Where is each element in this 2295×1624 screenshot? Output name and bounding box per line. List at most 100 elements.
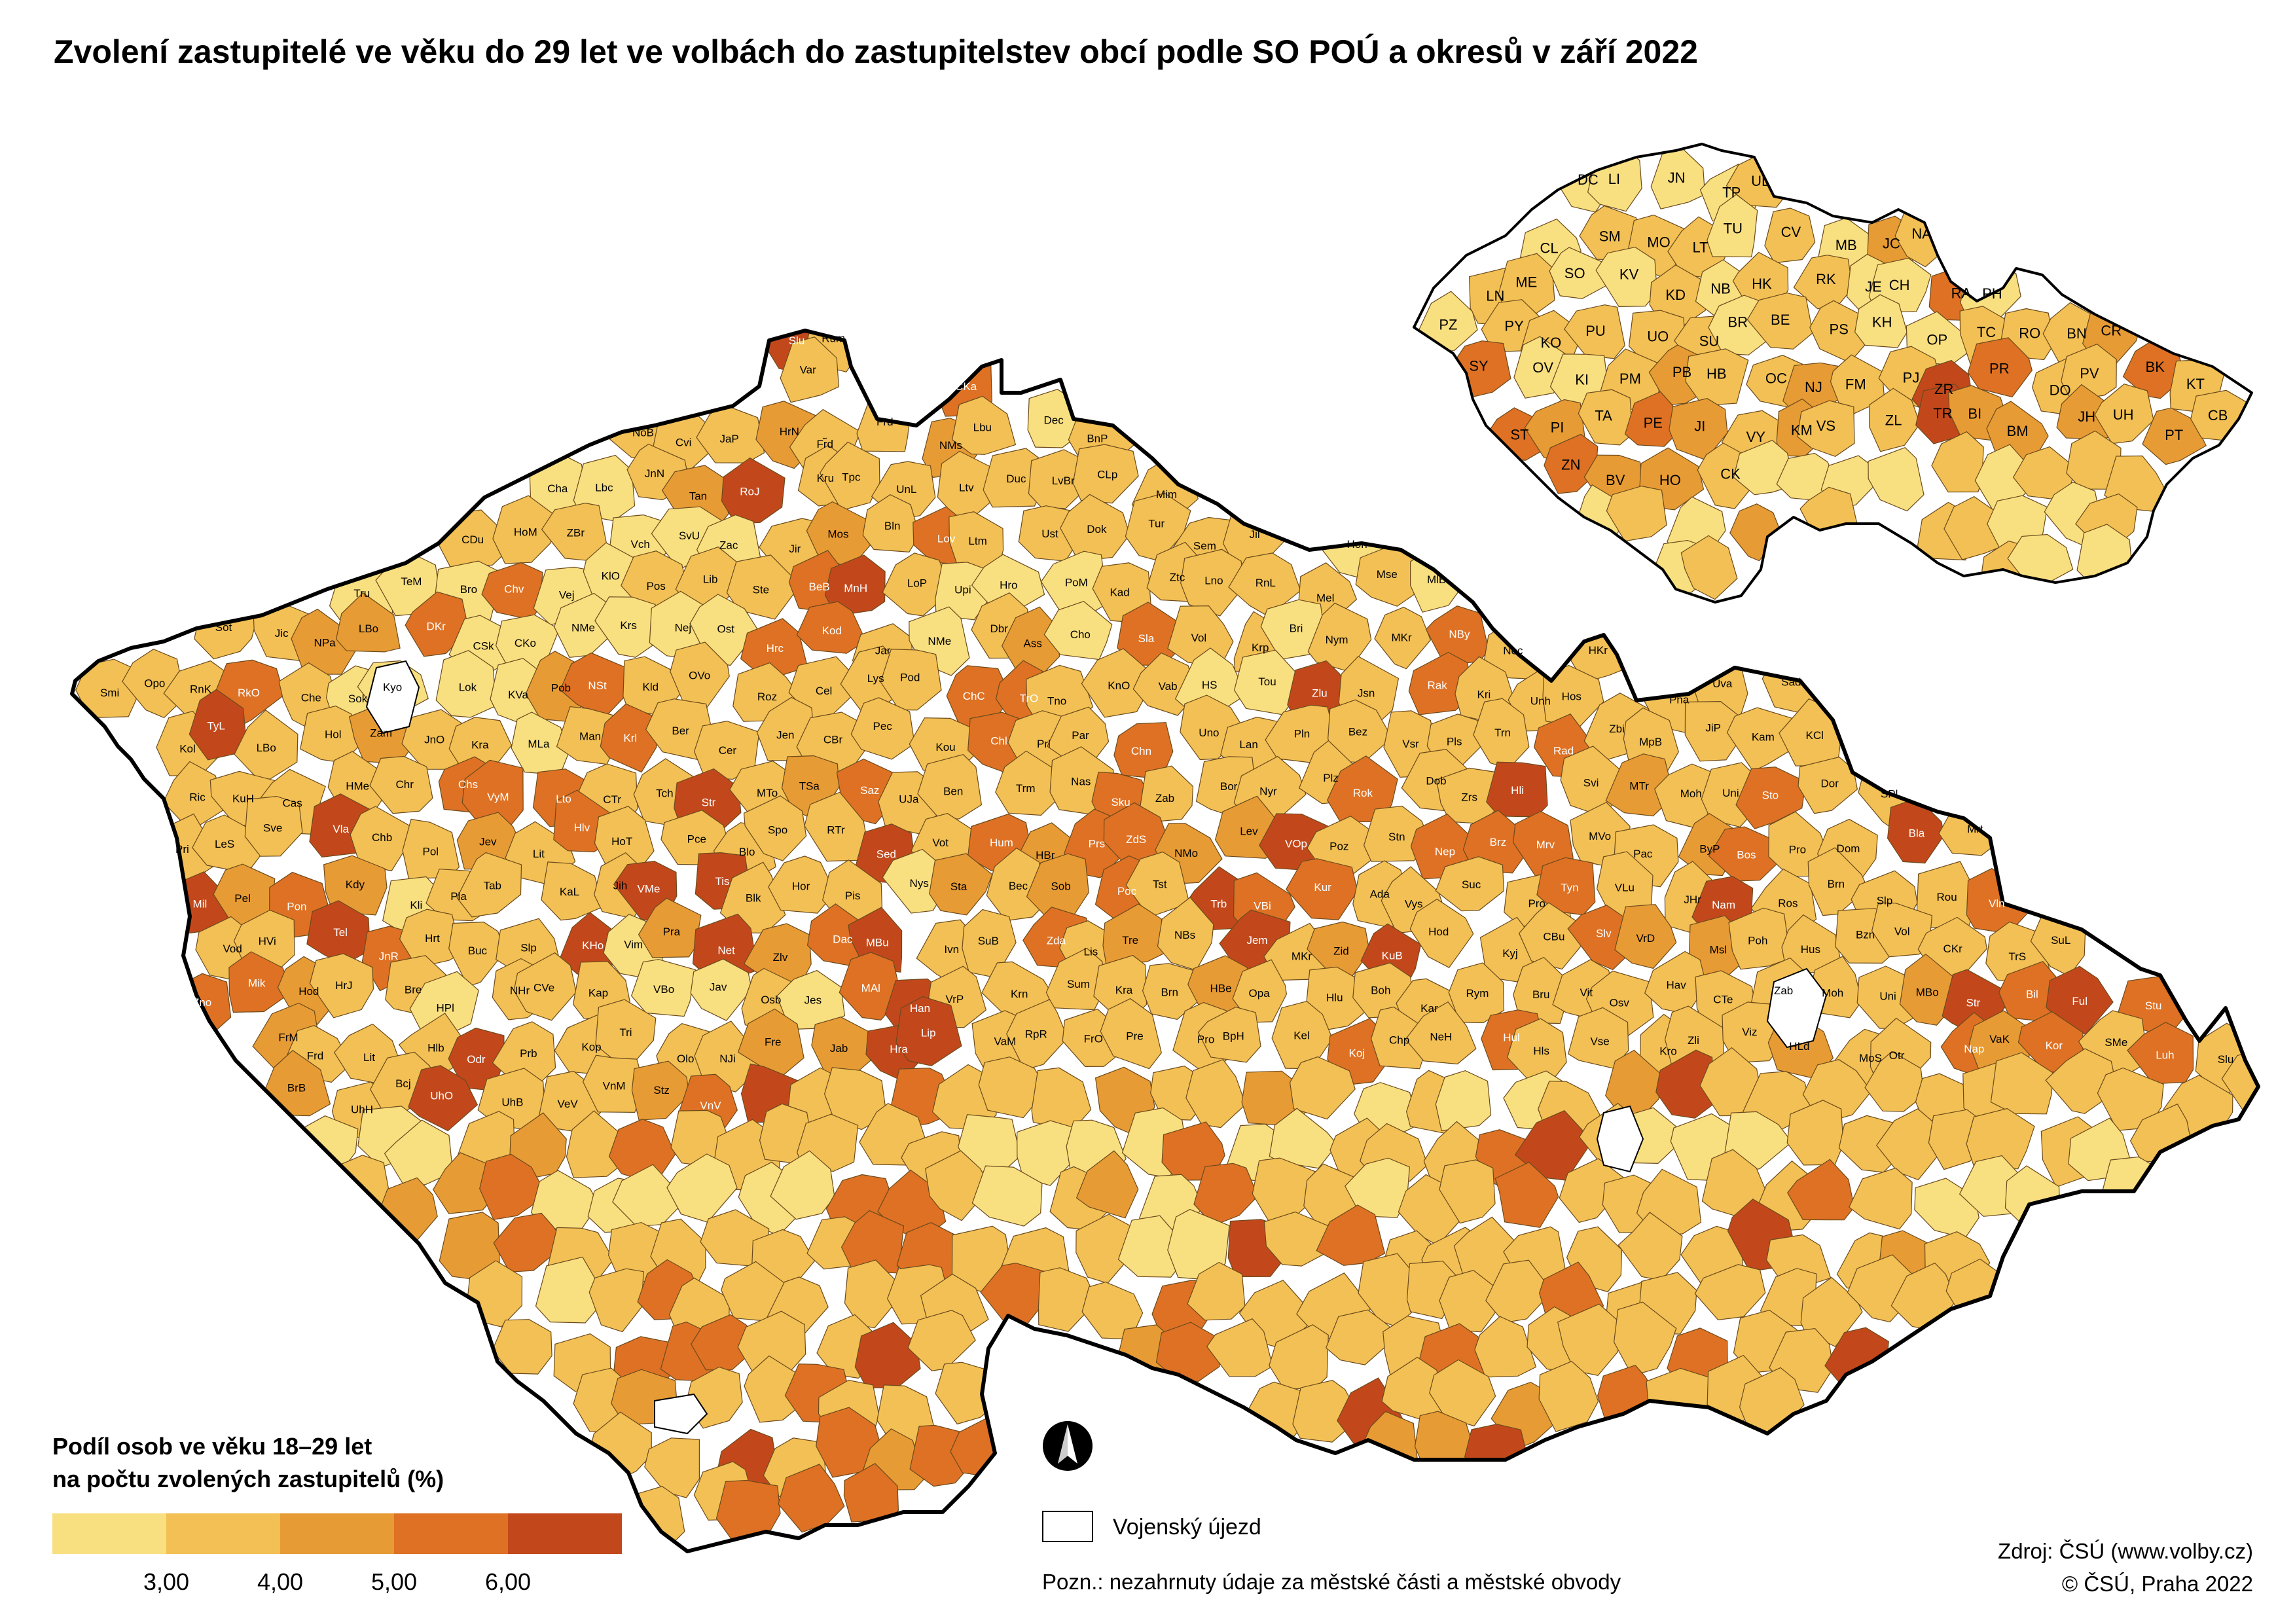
district-label: Tch xyxy=(656,787,673,799)
district-label: JHr xyxy=(1684,893,1701,906)
county-label: VS xyxy=(1816,418,1835,434)
district-label: MAl xyxy=(861,982,880,994)
district-region xyxy=(1655,1049,1716,1119)
district-label: Prl xyxy=(1037,738,1051,750)
district-label: Slv xyxy=(1596,927,1612,939)
district-label: Zlv xyxy=(773,951,788,964)
district-label: HVi xyxy=(259,935,276,947)
county-label: LI xyxy=(1608,171,1620,187)
district-label: HoM xyxy=(514,526,537,538)
district-label: Kam xyxy=(1752,731,1775,744)
county-label: MB xyxy=(1835,237,1857,253)
county-label: CL xyxy=(1540,240,1559,256)
district-label: Kyj xyxy=(1502,947,1518,960)
district-region xyxy=(582,1055,645,1113)
district-label: FrO xyxy=(1084,1032,1103,1045)
district-label: Pel xyxy=(234,892,251,905)
district-label: Man xyxy=(579,730,601,742)
district-label: Var xyxy=(800,364,817,376)
district-label: Chr xyxy=(395,778,414,791)
district-label: Fr̃d xyxy=(816,437,833,450)
district-label: Tru xyxy=(353,587,370,600)
county-label: KM xyxy=(1791,422,1813,439)
district-region xyxy=(1045,947,1107,1011)
county-label: KD xyxy=(1665,287,1686,303)
district-label: Prb xyxy=(520,1047,537,1060)
district-region xyxy=(1409,898,1474,968)
district-region xyxy=(1197,1006,1261,1063)
district-label: Ivn xyxy=(944,943,959,956)
district-label: Hav xyxy=(1666,979,1686,991)
district-label: Lto xyxy=(556,793,571,805)
legend-swatch-3 xyxy=(280,1513,394,1554)
district-label: Pha xyxy=(1669,693,1690,706)
district-label: Svi xyxy=(1583,776,1599,789)
district-label: TeM xyxy=(401,575,422,588)
district-label: Ltm xyxy=(968,535,986,547)
district-label: Frd xyxy=(307,1050,324,1062)
county-label: FM xyxy=(1845,376,1866,392)
district-region xyxy=(399,909,463,968)
county-label: TA xyxy=(1595,407,1612,424)
source-credit: Zdroj: ČSÚ (www.volby.cz) © ČSÚ, Praha 2… xyxy=(1998,1535,2253,1600)
district-label: Str xyxy=(702,797,716,809)
district-label: OVo xyxy=(689,669,710,681)
district-label: Slp xyxy=(520,942,537,954)
district-region xyxy=(840,1210,905,1274)
legend-title: Podíl osob ve věku 18–29 let na počtu zv… xyxy=(52,1430,444,1496)
district-label: Kru xyxy=(817,472,834,484)
district-label: Bzn xyxy=(1856,929,1875,941)
district-label: Chn xyxy=(1131,745,1151,757)
district-label: Hul xyxy=(1503,1031,1520,1043)
district-label: CKr xyxy=(1943,943,1963,955)
district-label: Han xyxy=(910,1002,930,1015)
district-label: JaP xyxy=(719,433,738,445)
district-label: Tno xyxy=(1047,695,1066,707)
county-label: SM xyxy=(1599,228,1621,244)
district-label: NMo xyxy=(1174,847,1198,859)
district-label: Tou xyxy=(1258,676,1276,688)
district-label: Hos xyxy=(1562,691,1581,703)
county-region xyxy=(2061,344,2117,401)
district-region xyxy=(770,1150,835,1220)
district-region xyxy=(1072,444,1139,504)
district-label: UhO xyxy=(430,1090,453,1102)
district-label: Chs xyxy=(458,778,478,791)
county-label: KT xyxy=(2186,376,2205,392)
district-label: Ste xyxy=(753,583,770,596)
district-label: Mel xyxy=(1316,592,1334,604)
district-label: Jir xyxy=(789,543,801,555)
county-label: CK xyxy=(1720,466,1741,482)
district-label: RkO xyxy=(238,687,260,699)
legend-title-line-2: na počtu zvolených zastupitelů (%) xyxy=(52,1466,444,1492)
county-label: JE xyxy=(1865,278,1882,295)
county-label: DC xyxy=(1578,171,1599,188)
district-region xyxy=(951,395,1017,455)
county-region xyxy=(1595,246,1658,308)
county-region xyxy=(1578,389,1633,446)
district-label: Bru xyxy=(1532,988,1549,1001)
district-label: RoJ xyxy=(740,486,759,498)
district-label: LeS xyxy=(215,838,234,850)
north-arrow-icon xyxy=(1043,1421,1093,1471)
county-region xyxy=(1680,535,1738,600)
district-label: VrP xyxy=(946,993,964,1005)
district-label: Kld xyxy=(643,681,659,693)
district-label: Zrs xyxy=(1461,791,1477,803)
district-label: ByP xyxy=(1699,843,1720,856)
district-region xyxy=(1474,1316,1537,1378)
district-region xyxy=(1017,1120,1079,1186)
district-region xyxy=(556,706,619,765)
district-region xyxy=(644,1437,700,1498)
district-label: Kra xyxy=(471,739,489,751)
county-label: TC xyxy=(1977,324,1996,340)
district-region xyxy=(1260,599,1327,660)
district-label: Bri xyxy=(1290,622,1303,634)
county-label: ZL xyxy=(1885,412,1902,429)
district-label: Boh xyxy=(1371,984,1390,997)
district-label: CKo xyxy=(515,637,536,649)
district-region xyxy=(929,853,993,916)
district-region xyxy=(1613,1301,1677,1377)
county-label: ZN xyxy=(1561,456,1580,473)
